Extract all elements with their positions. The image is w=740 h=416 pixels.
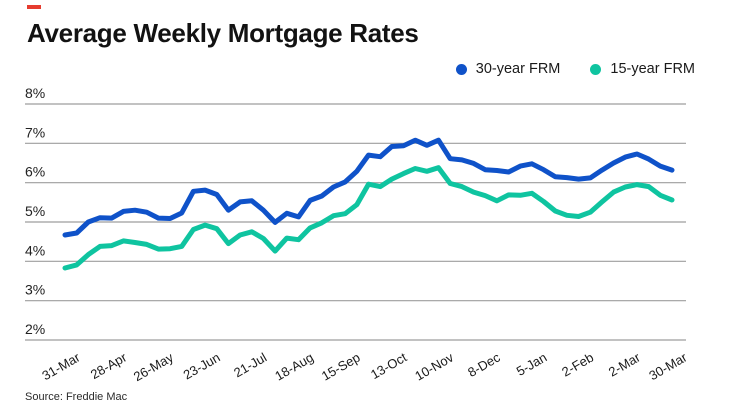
- x-axis-tick-label: 5-Jan: [514, 350, 550, 379]
- legend-item-30-year: 30-year FRM: [455, 61, 561, 77]
- legend-label-30-year: 30-year FRM: [475, 61, 561, 77]
- x-axis-tick-label: 10-Nov: [412, 349, 456, 383]
- x-axis-tick-label: 28-Apr: [88, 349, 130, 382]
- legend-label-15-year: 15-year FRM: [610, 61, 695, 77]
- x-axis-tick-label: 2-Feb: [559, 350, 596, 380]
- source-note: Source: Freddie Mac: [25, 391, 128, 403]
- x-axis-tick-label: 2-Mar: [606, 349, 643, 379]
- y-axis-tick-label: 5%: [25, 203, 45, 219]
- series-line-15-year-frm: [62, 165, 675, 271]
- chart-title: Average Weekly Mortgage Rates: [27, 18, 419, 48]
- mortgage-rates-line-chart: 8% 7% 6% 5% 4% 3% 2% 31-Mar 28-Apr 26-May 23-Jun 21…: [25, 88, 690, 384]
- y-axis-tick-label: 4%: [25, 242, 45, 258]
- legend-dot-30-year-icon: [455, 63, 467, 75]
- x-axis-tick-label: 30-Mar: [646, 349, 690, 383]
- legend-item-15-year: 15-year FRM: [590, 61, 695, 77]
- y-axis-tick-label: 7%: [25, 124, 45, 140]
- x-axis-tick-label: 8-Dec: [465, 349, 503, 380]
- brand-accent-mark: [27, 5, 41, 9]
- legend: 30-year FRM 15-year FRM: [455, 61, 695, 77]
- x-axis-tick-label: 26-May: [131, 349, 176, 384]
- y-axis-tick-label: 2%: [25, 321, 45, 337]
- y-axis-tick-label: 6%: [25, 164, 45, 180]
- series-line-30-year-frm: [62, 137, 675, 238]
- y-axis-tick-label: 3%: [25, 282, 45, 298]
- x-axis-tick-label: 31-Mar: [39, 349, 83, 383]
- x-axis-tick-label: 13-Oct: [368, 349, 410, 382]
- x-axis-tick-label: 21-Jul: [231, 350, 269, 381]
- legend-dot-15-year-icon: [590, 63, 602, 75]
- x-axis-tick-label: 15-Sep: [319, 350, 363, 384]
- y-axis-tick-label: 8%: [25, 88, 45, 101]
- x-axis-tick-label: 23-Jun: [181, 350, 223, 383]
- x-axis-tick-label: 18-Aug: [272, 350, 316, 384]
